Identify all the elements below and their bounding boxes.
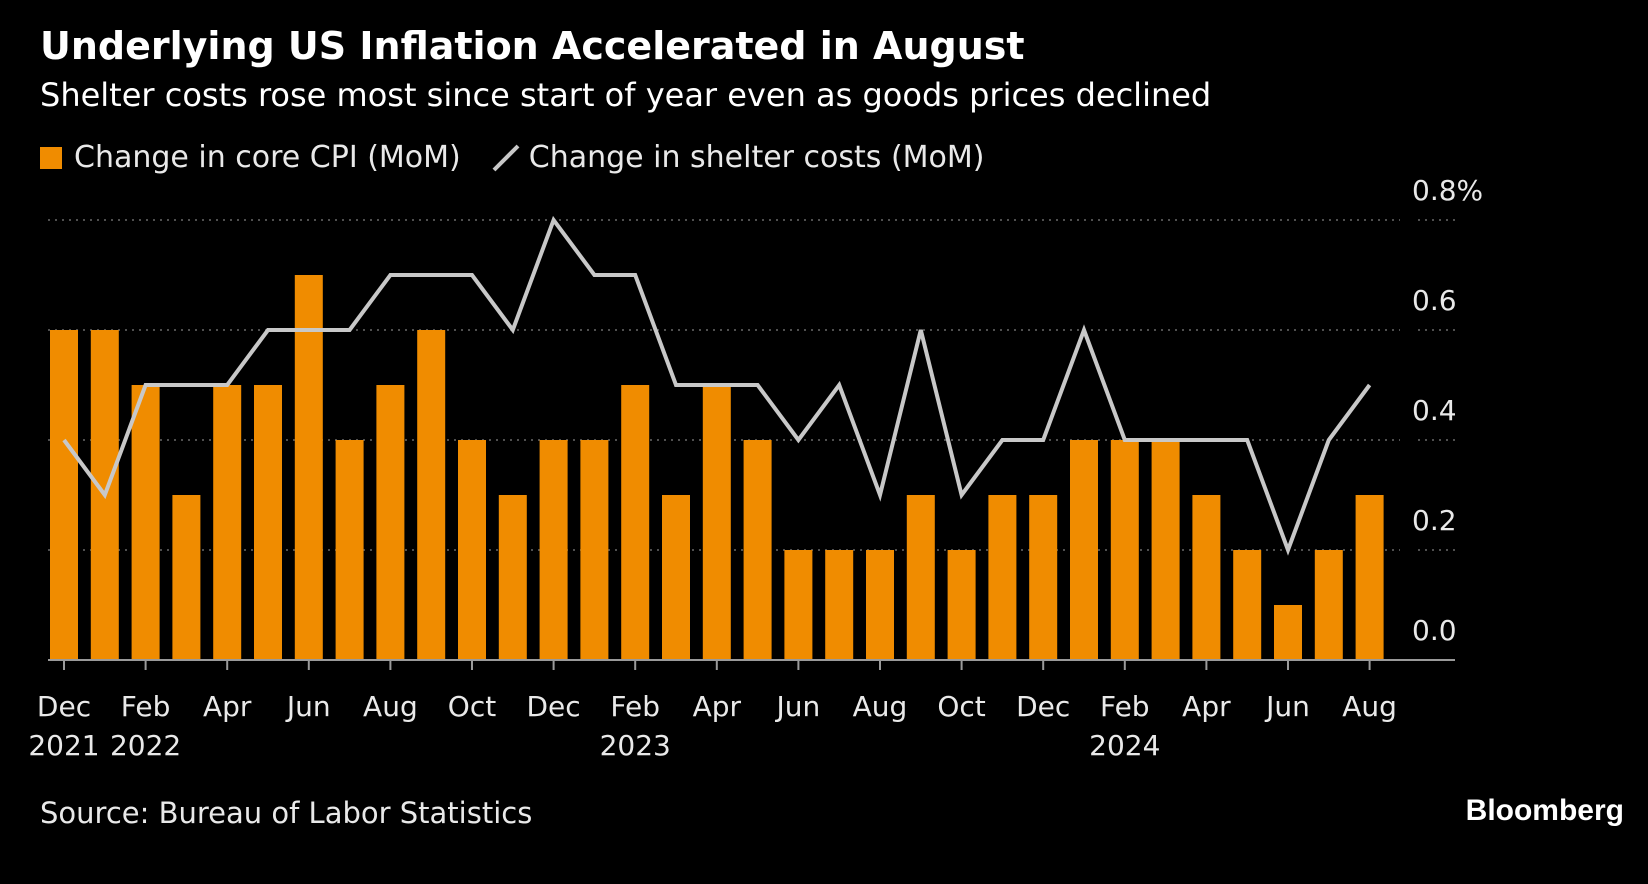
x-tick-label: Aug xyxy=(853,690,908,723)
x-tick-label: Apr xyxy=(693,690,742,723)
bar xyxy=(1314,550,1343,660)
x-tick-label: Feb xyxy=(1100,690,1150,723)
bar xyxy=(1192,495,1221,660)
x-tick-label: Oct xyxy=(448,690,496,723)
x-tick-label: Dec xyxy=(37,690,91,723)
shelter-line xyxy=(62,215,1372,556)
x-tick-label: Apr xyxy=(1182,690,1231,723)
axis-layer xyxy=(48,659,1455,670)
x-tick-label: Oct xyxy=(937,690,985,723)
bar xyxy=(825,550,854,660)
x-tick-label: Aug xyxy=(363,690,418,723)
y-tick-label: 0.8% xyxy=(1412,174,1483,207)
chart-title: Underlying US Inflation Accelerated in A… xyxy=(40,24,1025,68)
bar xyxy=(376,385,405,660)
bar xyxy=(1355,495,1384,660)
x-tick-label: Jun xyxy=(1264,690,1310,723)
x-tick-label: Dec xyxy=(1016,690,1070,723)
legend-bar-swatch xyxy=(40,146,62,169)
bar xyxy=(580,440,609,660)
bar xyxy=(866,550,894,660)
legend-bar-label: Change in core CPI (MoM) xyxy=(74,140,461,175)
bar xyxy=(1151,440,1180,660)
bar xyxy=(213,385,242,660)
legend: Change in core CPI (MoM) Change in shelt… xyxy=(40,140,985,175)
bar xyxy=(906,495,935,660)
x-tick-year-label: 2021 xyxy=(28,729,99,762)
x-tick-year-label: 2022 xyxy=(110,729,181,762)
y-tick-labels: 0.0 0.2 0.4 0.6 0.8% xyxy=(1412,174,1483,647)
bar xyxy=(1110,440,1139,660)
line-layer xyxy=(62,215,1372,556)
x-tick-label: Dec xyxy=(527,690,581,723)
bar xyxy=(621,385,650,660)
y-tick-label: 0.0 xyxy=(1412,614,1457,647)
x-tick-label: Apr xyxy=(203,690,252,723)
bar xyxy=(743,440,772,660)
x-tick-labels: Dec 2021 Feb 2022 Apr Jun Aug Oct Dec Feb 2023 Apr J… xyxy=(28,690,1397,762)
bar xyxy=(50,330,78,660)
bar xyxy=(172,495,201,660)
bars-layer xyxy=(50,275,1384,660)
source-note: Source: Bureau of Labor Statistics xyxy=(40,796,533,830)
bar xyxy=(294,275,323,660)
chart-subtitle: Shelter costs rose most since start of y… xyxy=(40,76,1212,114)
x-tick-year-label: 2024 xyxy=(1089,729,1160,762)
bar xyxy=(988,495,1017,660)
bar xyxy=(1029,495,1058,660)
bar xyxy=(417,330,446,660)
x-tick-label: Jun xyxy=(285,690,331,723)
x-tick-label: Aug xyxy=(1342,690,1397,723)
bar xyxy=(498,495,527,660)
bar xyxy=(131,385,160,660)
x-tick-label: Feb xyxy=(121,690,171,723)
x-tick-label: Feb xyxy=(610,690,660,723)
bar xyxy=(335,440,364,660)
bar xyxy=(458,440,486,660)
y-tick-label: 0.2 xyxy=(1412,504,1457,537)
x-tick-label: Jun xyxy=(775,690,821,723)
bar xyxy=(1274,605,1302,660)
bar xyxy=(784,550,813,660)
bar xyxy=(1233,550,1262,660)
legend-line-label: Change in shelter costs (MoM) xyxy=(528,140,985,175)
bar xyxy=(702,385,731,660)
bloomberg-logo: Bloomberg xyxy=(1465,794,1624,827)
y-tick-label: 0.6 xyxy=(1412,284,1457,317)
bar xyxy=(254,385,282,660)
x-tick-year-label: 2023 xyxy=(600,729,671,762)
y-tick-label: 0.4 xyxy=(1412,394,1457,427)
bar xyxy=(1070,440,1098,660)
bar xyxy=(539,440,568,660)
bar xyxy=(947,550,976,660)
bar xyxy=(662,495,690,660)
